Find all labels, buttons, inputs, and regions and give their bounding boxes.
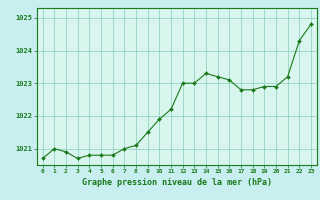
X-axis label: Graphe pression niveau de la mer (hPa): Graphe pression niveau de la mer (hPa): [82, 178, 272, 187]
